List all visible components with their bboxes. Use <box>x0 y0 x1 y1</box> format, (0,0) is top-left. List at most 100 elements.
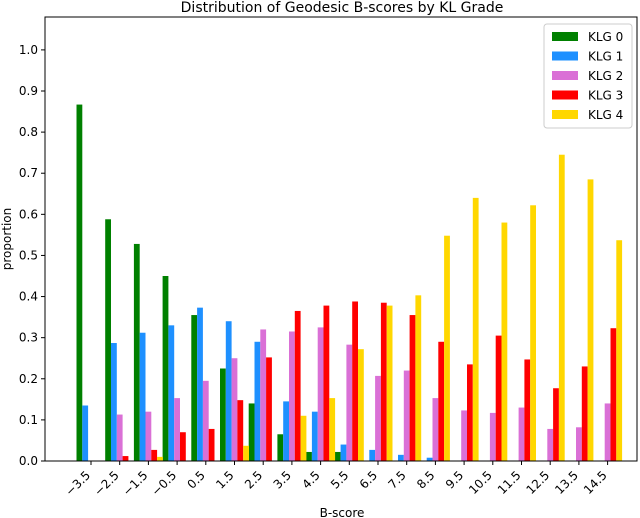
bar-klg-1 <box>111 343 117 461</box>
bar-klg-1 <box>197 307 203 461</box>
bar-klg-4 <box>558 154 565 461</box>
bar-klg-3 <box>208 428 215 461</box>
legend-swatch <box>552 110 578 119</box>
bar-klg-3 <box>294 310 301 461</box>
y-tick-label: 0.7 <box>19 166 38 180</box>
y-tick-label: 0.2 <box>19 372 38 386</box>
bar-klg-2 <box>576 427 582 461</box>
bar-klg-3 <box>409 315 416 461</box>
bar-klg-4 <box>157 456 163 461</box>
bar-klg-0 <box>76 104 83 462</box>
bar-klg-2 <box>317 327 324 461</box>
bar-klg-3 <box>352 301 358 461</box>
bar-klg-2 <box>489 412 496 461</box>
bar-klg-2 <box>174 398 180 461</box>
bar-klg-0 <box>162 276 169 461</box>
x-tick-label: −0.5 <box>149 468 180 499</box>
legend: KLG 0 KLG 1 KLG 2 KLG 3 KLG 4 <box>543 23 633 129</box>
x-tick-label: 10.5 <box>466 468 495 497</box>
bar-klg-1 <box>398 454 404 461</box>
bar-klg-2 <box>145 411 152 461</box>
plot-frame <box>44 16 638 462</box>
legend-label: KLG 0 <box>588 30 623 44</box>
bars-layer <box>76 104 623 462</box>
bar-klg-0 <box>248 403 255 461</box>
legend-label: KLG 2 <box>588 69 623 83</box>
bar-klg-3 <box>380 302 387 461</box>
bar-klg-4 <box>358 349 364 461</box>
bar-klg-1 <box>168 325 175 461</box>
bar-klg-3 <box>237 400 244 461</box>
bar-klg-2 <box>461 410 467 461</box>
x-axis-label: B-score <box>320 506 365 518</box>
bar-klg-2 <box>432 398 439 461</box>
bar-klg-0 <box>277 434 284 461</box>
bar-klg-3 <box>524 359 531 461</box>
y-tick-label: 0.9 <box>19 84 38 98</box>
bar-klg-3 <box>151 449 158 461</box>
x-tick-label: 5.5 <box>328 468 351 491</box>
bar-klg-2 <box>260 329 267 461</box>
bar-klg-2 <box>346 344 353 461</box>
bar-klg-3 <box>495 335 502 461</box>
bar-klg-2 <box>231 358 238 461</box>
bar-klg-3 <box>553 388 559 461</box>
bar-klg-4 <box>243 445 249 461</box>
bar-klg-2 <box>375 375 381 461</box>
bar-klg-4 <box>444 235 450 461</box>
bar-klg-2 <box>403 370 410 461</box>
legend-label: KLG 4 <box>588 108 623 122</box>
bar-klg-3 <box>610 328 617 461</box>
bar-klg-3 <box>438 341 445 461</box>
x-tick-label: 11.5 <box>495 468 524 497</box>
bar-klg-3 <box>323 305 330 461</box>
bar-klg-2 <box>604 403 611 461</box>
x-tick-label: 9.5 <box>443 468 466 491</box>
x-tick-label: 4.5 <box>299 468 322 491</box>
bar-klg-3 <box>180 432 186 461</box>
legend-swatch <box>552 32 578 41</box>
y-axis-label: proportion <box>0 208 14 271</box>
bar-klg-0 <box>105 219 111 461</box>
x-tick-label: 0.5 <box>185 468 208 491</box>
y-tick-label: 0.8 <box>19 125 38 139</box>
bar-klg-2 <box>547 428 554 461</box>
bar-klg-3 <box>122 456 129 461</box>
bar-klg-1 <box>82 405 89 461</box>
legend-label: KLG 1 <box>588 50 623 64</box>
bar-klg-4 <box>501 222 508 461</box>
y-tick-label: 0.1 <box>19 413 38 427</box>
bar-klg-2 <box>116 414 123 461</box>
bar-klg-3 <box>581 366 588 461</box>
bar-klg-0 <box>191 315 198 461</box>
bar-klg-1 <box>311 411 318 461</box>
bar-klg-1 <box>283 401 289 461</box>
bar-klg-1 <box>369 449 376 461</box>
x-tick-label: 1.5 <box>213 468 236 491</box>
x-tick-label: −3.5 <box>63 468 94 499</box>
y-tick-label: 0.6 <box>19 207 38 221</box>
bar-klg-4 <box>472 197 479 461</box>
legend-swatch <box>552 71 578 80</box>
bar-klg-1 <box>426 457 433 461</box>
x-tick-label: 2.5 <box>242 468 265 491</box>
bar-klg-4 <box>415 295 422 461</box>
x-tick-label: 14.5 <box>581 468 610 497</box>
bar-klg-0 <box>220 368 226 461</box>
bar-klg-0 <box>334 451 341 461</box>
x-axis: −3.5−2.5−1.5−0.5 0.5 1.5 2.5 3.5 4.5 5.5 6.5 7.5… <box>63 461 610 499</box>
bar-klg-2 <box>289 331 295 461</box>
x-tick-label: 13.5 <box>552 468 581 497</box>
y-tick-label: 1.0 <box>19 43 38 57</box>
legend-box <box>543 23 633 129</box>
y-tick-label: 0.0 <box>19 454 38 468</box>
y-axis: 0.0 0.1 0.2 0.3 0.4 0.5 0.6 0.7 0.8 0.9 1.0 <box>19 43 45 468</box>
bar-klg-2 <box>518 407 525 461</box>
bar-klg-2 <box>202 380 209 461</box>
bar-klg-1 <box>254 341 261 461</box>
chart-title: Distribution of Geodesic B-scores by KL … <box>181 0 504 16</box>
x-tick-label: 8.5 <box>414 468 437 491</box>
bar-klg-3 <box>467 364 473 461</box>
bar-klg-1 <box>225 321 232 461</box>
